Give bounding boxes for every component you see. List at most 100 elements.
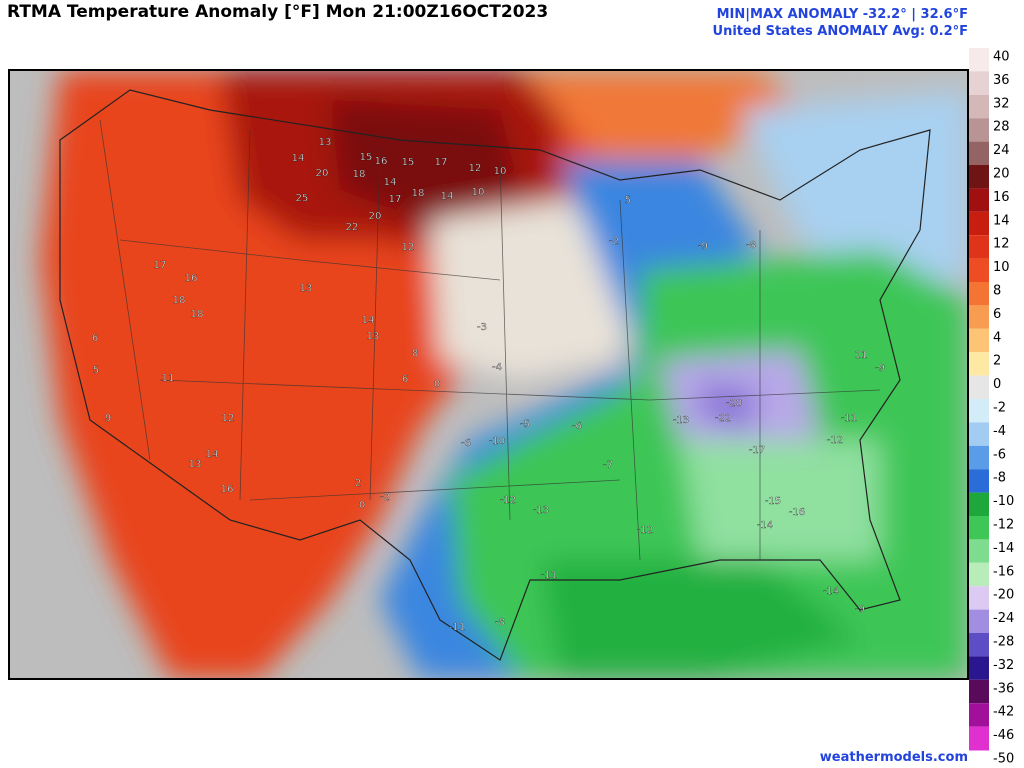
station-anomaly: -6	[572, 421, 582, 432]
colorbar-label: -42	[993, 705, 1014, 720]
colorbar-label: -20	[993, 588, 1014, 603]
station-anomaly: -4	[492, 362, 502, 373]
station-anomaly: -9	[855, 604, 865, 615]
state-lines	[99, 119, 881, 561]
colorbar-swatch	[969, 165, 989, 189]
station-anomaly: -11	[541, 570, 557, 581]
colorbar-label: -46	[993, 728, 1014, 743]
colorbar-label: -28	[993, 635, 1014, 650]
station-anomaly: -13	[673, 415, 689, 426]
station-anomaly: 16	[221, 484, 234, 495]
colorbar-label: 16	[993, 190, 1010, 205]
station-anomaly: -12	[827, 435, 843, 446]
colorbar-label: -16	[993, 564, 1014, 579]
station-anomaly: -14	[823, 586, 839, 597]
station-anomaly: 12	[402, 242, 415, 253]
stats: MIN|MAX ANOMALY -32.2° | 32.6°F United S…	[713, 6, 968, 40]
station-anomaly: 10	[494, 166, 507, 177]
colorbar-label: 40	[993, 50, 1010, 65]
colorbar-label: -4	[993, 424, 1006, 439]
station-anomaly: 6	[402, 374, 408, 385]
station-anomaly: -12	[637, 525, 653, 536]
colorbar-label: 6	[993, 307, 1001, 322]
station-anomaly: -13	[533, 505, 549, 516]
minmax: MIN|MAX ANOMALY -32.2° | 32.6°F	[716, 7, 968, 22]
colorbar-swatch	[969, 469, 989, 493]
colorbar-swatch	[969, 609, 989, 633]
colorbar-swatch	[969, 258, 989, 282]
colorbar-swatch	[969, 141, 989, 165]
colorbar-label: 14	[993, 213, 1010, 228]
colorbar-swatch	[969, 586, 989, 610]
station-anomaly: 12	[222, 413, 235, 424]
colorbar-swatch	[969, 328, 989, 353]
credit: weathermodels.com	[819, 750, 968, 765]
colorbar-label: 4	[993, 330, 1001, 345]
station-anomaly: 14	[384, 177, 397, 188]
station-anomaly: -10	[489, 436, 505, 447]
colorbar-label: -6	[993, 447, 1006, 462]
colorbar-swatch	[969, 726, 989, 750]
station-anomaly: -2	[380, 492, 390, 503]
station-anomaly: -22	[715, 413, 731, 424]
station-anomaly: 13	[367, 331, 380, 342]
station-anomaly: 20	[316, 168, 329, 179]
station-anomaly: -9	[698, 241, 708, 252]
colorbar-swatch	[969, 211, 989, 236]
colorbar-label: -12	[993, 518, 1014, 533]
colorbar-swatch	[969, 375, 989, 399]
map	[9, 70, 968, 679]
colorbar-label: -24	[993, 611, 1014, 626]
colorbar-label: 10	[993, 260, 1010, 275]
station-anomaly: -20	[726, 398, 742, 409]
colorbar-swatch	[969, 422, 989, 446]
title: RTMA Temperature Anomaly [°F] Mon 21:00Z…	[7, 2, 549, 22]
station-anomaly: -11	[449, 622, 465, 633]
station-anomaly: 16	[185, 273, 198, 284]
colorbar-swatch	[969, 516, 989, 540]
colorbar-swatch	[969, 71, 989, 95]
station-anomaly: 25	[296, 193, 309, 204]
colorbar-swatch	[969, 539, 989, 563]
colorbar-label: -8	[993, 471, 1006, 486]
station-anomaly: 18	[412, 188, 425, 199]
station-anomaly: -8	[746, 240, 756, 251]
station-anomaly: 14	[441, 191, 454, 202]
station-anomaly: 13	[300, 283, 313, 294]
station-anomaly: -14	[757, 520, 773, 531]
colorbar-swatch	[969, 48, 989, 72]
station-anomaly: 14	[362, 315, 375, 326]
colorbar-label: 20	[993, 167, 1010, 182]
map-frame	[8, 69, 969, 680]
station-anomaly: 17	[435, 157, 448, 168]
station-anomaly: -6	[461, 438, 471, 449]
station-anomaly: 8	[412, 348, 418, 359]
station-anomaly: 11	[855, 350, 868, 361]
station-anomaly: 22	[346, 222, 359, 233]
station-anomaly: -15	[765, 496, 781, 507]
colorbar-swatch	[969, 94, 989, 119]
colorbar-swatch	[969, 305, 989, 329]
station-anomaly: 18	[191, 309, 204, 320]
station-anomaly: -5	[520, 419, 530, 430]
station-anomaly: 18	[173, 295, 186, 306]
station-anomaly: 14	[292, 153, 305, 164]
colorbar-label: -2	[993, 401, 1006, 416]
colorbar-swatch	[969, 633, 989, 657]
colorbar-swatch	[969, 703, 989, 727]
station-anomaly: 13	[189, 459, 202, 470]
station-anomaly: 10	[472, 187, 485, 198]
colorbar-label: -32	[993, 658, 1014, 673]
colorbar-swatch	[969, 750, 989, 751]
colorbar-label: 0	[993, 377, 1001, 392]
station-anomaly: -11	[841, 413, 857, 424]
colorbar-swatch	[969, 282, 989, 306]
station-anomaly: 9	[105, 413, 111, 424]
station-anomaly: 12	[469, 163, 482, 174]
station-anomaly: 17	[154, 260, 167, 271]
station-anomaly: 5	[625, 195, 631, 206]
colorbar-label: 36	[993, 73, 1010, 88]
anomaly-field	[40, 70, 968, 679]
